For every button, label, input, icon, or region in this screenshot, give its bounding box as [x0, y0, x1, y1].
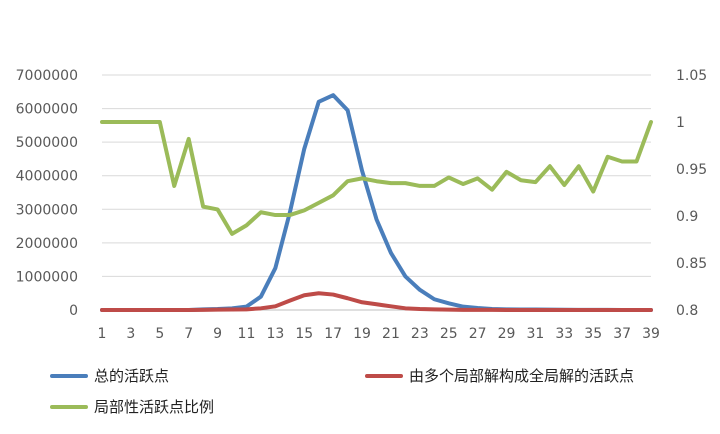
y-right-tick-label: 0.8: [676, 303, 698, 319]
y-left-tick-label: 7000000: [16, 68, 78, 84]
y-right-tick-label: 1: [676, 115, 685, 131]
legend-item-series-3: 局部性活跃点比例: [50, 396, 214, 417]
x-tick-label: 3: [126, 326, 135, 342]
x-tick-label: 37: [613, 326, 631, 342]
x-tick-label: 25: [440, 326, 458, 342]
y-left-tick-label: 6000000: [16, 102, 78, 118]
legend-label: 总的活跃点: [94, 367, 170, 385]
x-tick-label: 39: [642, 326, 660, 342]
y-right-tick-label: 0.95: [676, 162, 707, 178]
gridlines: [102, 74, 651, 311]
legend-swatch: [365, 373, 403, 378]
y-right-axis: 0.8 0.85 0.9 0.95 1 1.05: [676, 68, 707, 319]
x-tick-label: 17: [324, 326, 342, 342]
y-right-tick-label: 0.9: [676, 209, 698, 225]
x-tick-label: 35: [584, 326, 602, 342]
legend-label: 局部性活跃点比例: [94, 398, 215, 416]
legend-label: 由多个局部解构成全局解的活跃点: [409, 367, 635, 385]
y-left-tick-label: 1000000: [16, 269, 78, 285]
y-right-tick-label: 0.85: [676, 256, 707, 272]
x-tick-label: 15: [295, 326, 313, 342]
x-tick-label: 5: [155, 326, 164, 342]
series-line-1: [100, 93, 653, 312]
series-line-2: [100, 291, 653, 312]
series-line-3: [100, 120, 653, 236]
x-tick-label: 13: [266, 326, 284, 342]
x-tick-label: 7: [184, 326, 193, 342]
legend-item-series-2: 由多个局部解构成全局解的活跃点: [365, 365, 634, 386]
x-tick-label: 33: [555, 326, 573, 342]
legend-swatch: [50, 373, 88, 378]
x-tick-label: 23: [411, 326, 429, 342]
legend-item-series-1: 总的活跃点: [50, 365, 169, 386]
y-left-tick-label: 2000000: [16, 236, 78, 252]
y-left-tick-label: 5000000: [16, 135, 78, 151]
x-tick-label: 31: [527, 326, 545, 342]
legend-swatch: [50, 404, 88, 409]
x-tick-label: 27: [469, 326, 487, 342]
x-tick-label: 1: [98, 326, 107, 342]
x-tick-label: 29: [498, 326, 516, 342]
y-left-tick-label: 0: [69, 303, 78, 319]
y-left-axis: 0 1000000 2000000 3000000 4000000 5000000 6000…: [16, 68, 78, 319]
x-axis: 1 3 5 7 9 11 13 15 17 19 21 23 25 27 29 31 33 35 37 39: [98, 326, 660, 342]
y-right-tick-label: 1.05: [676, 68, 707, 84]
x-tick-label: 19: [353, 326, 371, 342]
x-tick-label: 21: [382, 326, 400, 342]
y-left-tick-label: 4000000: [16, 169, 78, 185]
series-lines: [100, 93, 653, 312]
x-tick-label: 9: [213, 326, 222, 342]
y-left-tick-label: 3000000: [16, 202, 78, 218]
x-tick-label: 11: [238, 326, 256, 342]
